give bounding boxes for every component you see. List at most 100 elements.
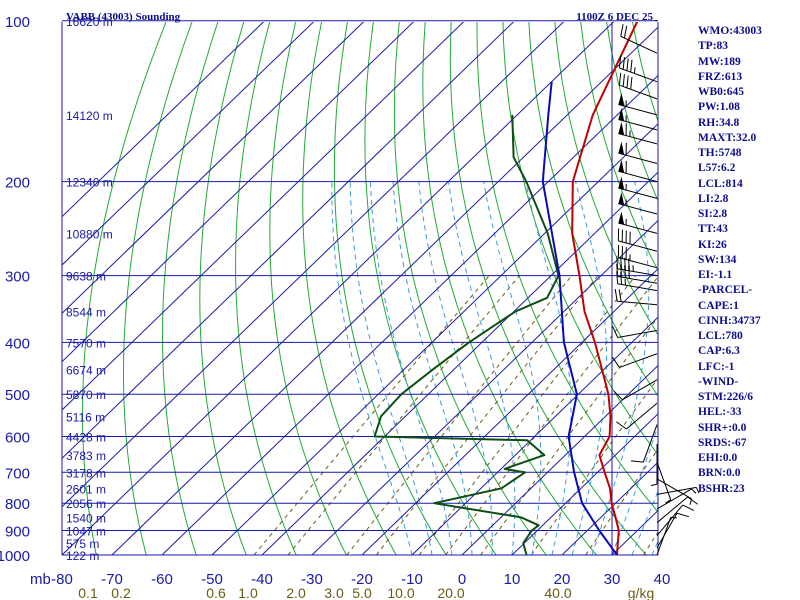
isotherm-line (311, 219, 658, 555)
temperature-tick-label: 30 (604, 571, 621, 588)
mixing-ratio-tick-label: 1.0 (238, 585, 258, 600)
index-entry: FRZ:613 (698, 70, 743, 83)
pressure-unit-label: mb (30, 571, 51, 588)
pressure-tick-label: 700 (5, 465, 30, 482)
mixing-ratio-tick-label: 2.0 (286, 585, 306, 600)
dry-adiabat-line (123, 22, 193, 555)
wind-barb (650, 444, 658, 487)
wind-barb (616, 402, 658, 430)
moist-adiabat-line (331, 181, 413, 555)
height-label: 5116 m (66, 410, 105, 424)
index-entry: SI:2.8 (698, 208, 728, 220)
temperature-tick-label: -50 (201, 571, 223, 588)
index-entry: LI:2.8 (698, 192, 729, 205)
isotherm-line (62, 22, 415, 363)
index-entry: L57:6.2 (698, 162, 736, 175)
wind-barb (656, 512, 690, 549)
isotherm-line (161, 74, 658, 555)
index-entry: LCL:814 (698, 177, 743, 190)
height-label: 575 m (66, 537, 99, 551)
diagram-background-lines (82, 22, 658, 555)
wind-barb (618, 72, 658, 100)
temperature-tick-label: -40 (251, 571, 273, 588)
pressure-tick-label: 1000 (0, 548, 30, 565)
pressure-tick-label: 100 (5, 14, 30, 31)
index-entry: LCL:780 (698, 330, 743, 342)
height-label: 9638 m (66, 270, 106, 284)
isotherm-line (111, 26, 658, 555)
mixing-ratio-tick-label: 3.0 (324, 585, 344, 600)
pressure-tick-label: 500 (5, 387, 30, 404)
index-entry: STM:226/6 (698, 391, 753, 403)
height-label: 8544 m (66, 305, 106, 319)
isotherm-line (511, 413, 658, 555)
moist-adiabat-line (349, 181, 433, 555)
moist-adiabat-line (483, 181, 542, 555)
wind-barb (618, 121, 658, 145)
height-label: 2056 m (66, 497, 106, 511)
height-label: 3178 m (66, 466, 106, 480)
mixing-ratio-tick-label: 5.0 (352, 585, 372, 600)
pressure-tick-label: 600 (5, 429, 30, 446)
isotherm-line (62, 22, 365, 315)
parcel-profile-line (541, 81, 618, 555)
height-label: 1540 m (66, 511, 106, 525)
pressure-tick-label: 400 (5, 335, 30, 352)
index-entry: PW:1.08 (698, 101, 740, 114)
index-entry: TP:83 (698, 40, 729, 53)
wind-barb (614, 288, 658, 306)
wind-barb (616, 256, 658, 277)
wind-barb (630, 424, 658, 463)
dewpoint-profile-line (373, 114, 560, 555)
isotherm-line (561, 461, 658, 555)
moist-adiabat-line (591, 181, 650, 555)
index-entry: SW:134 (698, 253, 737, 266)
dry-adiabat-line (161, 22, 219, 555)
height-label: 1047 m (66, 525, 106, 539)
temperature-tick-label: -30 (301, 571, 323, 588)
mixing-ratio-line (376, 275, 599, 555)
wind-barb (612, 325, 658, 338)
height-label: 122 m (66, 549, 99, 563)
isotherm-line (62, 22, 515, 460)
isotherm-line (261, 171, 658, 555)
mixing-ratio-line (445, 276, 658, 555)
mixing-ratio-line (287, 275, 520, 555)
dry-adiabat-line (364, 22, 497, 555)
wind-barb (656, 504, 695, 536)
sounding-series (373, 22, 639, 555)
mixing-ratio-line (253, 275, 490, 555)
wind-barbs (612, 20, 700, 556)
isotherm-line (361, 268, 658, 555)
mixing-ratio-tick-label: 0.6 (206, 585, 226, 600)
index-entry: CAPE:1 (698, 299, 739, 312)
isotherm-line (62, 22, 615, 555)
mixing-ratio-line (585, 448, 658, 555)
height-label: 4428 m (66, 430, 106, 444)
dry-adiabat-line (82, 22, 167, 555)
height-label: 3783 m (66, 449, 106, 463)
index-entry: TH:5748 (698, 147, 742, 159)
temperature-tick-label: 10 (504, 571, 521, 588)
dry-adiabat-line (199, 22, 247, 555)
moist-adiabat-line (611, 423, 658, 555)
height-label: 10880 m (66, 227, 113, 241)
index-entry: WB0:645 (698, 86, 744, 98)
index-entry: SHR+:0.0 (698, 421, 747, 434)
mixing-ratio-line (418, 275, 636, 555)
wind-barb (617, 228, 658, 252)
temperature-tick-label: -20 (351, 571, 373, 588)
wind-barb (618, 55, 658, 83)
dry-adiabat-line (554, 22, 658, 336)
isotherm-line (62, 22, 565, 508)
wind-barb (656, 486, 700, 495)
wind-barb (656, 516, 677, 556)
pressure-tick-label: 300 (5, 269, 30, 286)
height-label: 2601 m (66, 482, 106, 496)
sounding-indices-panel: WMO:43003 TP:83 MW:189 FRZ:613 WB0:645 PW:1.0… (698, 24, 798, 497)
index-entry: -PARCEL- (698, 284, 753, 297)
wind-barb (616, 263, 658, 284)
valid-time: 1100Z 6 DEC 25 (576, 11, 653, 23)
mixing-ratio-tick-label: 0.2 (111, 585, 131, 600)
